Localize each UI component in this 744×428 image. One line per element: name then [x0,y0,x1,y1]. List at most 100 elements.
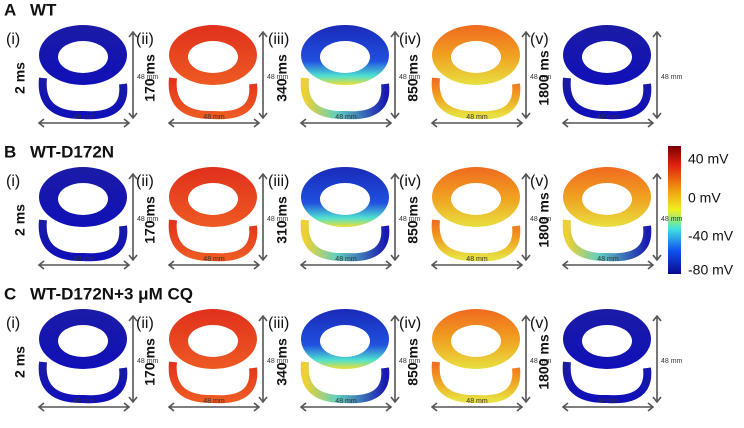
row-title: WT [30,0,57,19]
height-label: 48 mm [267,216,289,223]
time-label: 310 ms [274,196,290,244]
tissue-upper [563,25,651,85]
width-label: 48 mm [597,398,619,405]
time-label: 2 ms [12,204,28,236]
height-label: 48 mm [530,358,552,365]
width-arrow [167,260,261,270]
tissue-upper [39,25,127,85]
time-label: 340 ms [274,338,290,386]
width-arrow [561,260,655,270]
height-label: 48 mm [530,216,552,223]
height-label: 48 mm [661,74,683,81]
time-label: 170 ms [142,196,158,244]
width-arrow [167,402,261,412]
tissue-lower [431,77,521,120]
tissue-lower [38,361,128,404]
row-title: WT-D172N [30,142,114,161]
height-label: 48 mm [661,358,683,365]
time-label: 1800 ms [536,334,552,389]
height-label: 48 mm [530,74,552,81]
width-label: 48 mm [466,114,488,121]
width-arrow [561,402,655,412]
tissue-lower [562,219,652,262]
panel-numeral: (iii) [268,31,289,48]
width-arrow [167,118,261,128]
tissue-lower [562,77,652,120]
width-arrow [37,118,131,128]
colorbar-label: -40 mV [688,228,734,244]
tissue-upper [39,309,127,369]
tissue-upper [301,166,390,228]
panel-numeral: (v) [530,173,549,190]
row-letter: C [4,284,16,303]
height-arrow [128,30,138,120]
tissue-upper [563,309,651,369]
row-letter: A [4,0,16,19]
panel-numeral: (iii) [268,173,289,190]
tissue-upper [563,167,651,227]
height-arrow [521,172,531,262]
row-title: WT-D172N+3 μM CQ [30,284,193,303]
time-label: 2 ms [12,346,28,378]
time-label: 170 ms [142,54,158,102]
height-label: 48 mm [399,216,421,223]
panel-numeral: (v) [530,315,549,332]
height-label: 48 mm [137,216,159,223]
height-arrow [258,172,268,262]
width-label: 48 mm [203,398,225,405]
width-arrow [37,402,131,412]
tissue-lower [168,361,258,404]
height-arrow [521,30,531,120]
width-arrow [561,118,655,128]
width-label: 48 mm [335,398,357,405]
tissue-lower [300,219,390,262]
width-label: 48 mm [73,256,95,263]
height-arrow [258,30,268,120]
tissue-lower [431,361,521,404]
height-label: 48 mm [267,358,289,365]
height-arrow [258,314,268,404]
height-label: 48 mm [661,216,683,223]
width-arrow [299,118,393,128]
width-arrow [299,260,393,270]
width-label: 48 mm [335,256,357,263]
height-label: 48 mm [399,74,421,81]
width-label: 48 mm [597,114,619,121]
height-arrow [390,314,400,404]
height-label: 48 mm [137,358,159,365]
time-label: 2 ms [12,62,28,94]
tissue-upper [432,309,520,369]
width-label: 48 mm [466,256,488,263]
tissue-upper [301,308,390,370]
height-arrow [128,172,138,262]
tissue-upper [39,167,127,227]
colorbar [668,146,681,274]
tissue-upper [432,167,520,227]
width-label: 48 mm [335,114,357,121]
row-letter: B [4,142,16,161]
tissue-lower [38,219,128,262]
width-label: 48 mm [73,114,95,121]
tissue-lower [168,77,258,120]
panel-numeral: (i) [6,173,20,190]
tissue-lower [562,361,652,404]
width-label: 48 mm [203,114,225,121]
width-arrow [430,118,524,128]
height-arrow [521,314,531,404]
height-arrow [128,314,138,404]
height-arrow [390,30,400,120]
height-arrow [652,30,662,120]
tissue-upper [432,25,520,85]
time-label: 170 ms [142,338,158,386]
height-arrow [652,314,662,404]
height-arrow [652,172,662,262]
width-label: 48 mm [73,398,95,405]
time-label: 1800 ms [536,50,552,105]
time-label: 340 ms [274,54,290,102]
height-label: 48 mm [137,74,159,81]
width-arrow [430,402,524,412]
width-arrow [37,260,131,270]
tissue-upper [301,24,390,86]
panel-numeral: (iv) [399,315,421,332]
